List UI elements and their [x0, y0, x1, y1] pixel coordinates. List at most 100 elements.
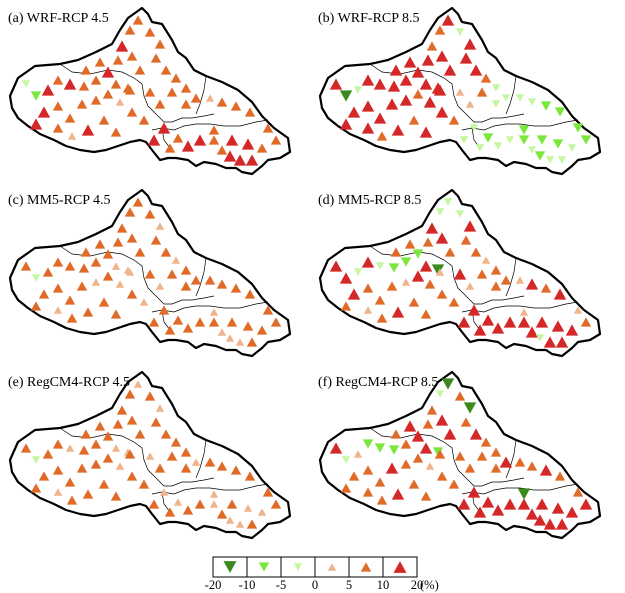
station-marker: [420, 491, 432, 501]
station-marker: [110, 491, 122, 501]
legend-symbol: [393, 561, 407, 573]
station-marker: [543, 518, 557, 530]
station-marker: [552, 139, 564, 149]
station-marker: [435, 106, 449, 118]
station-marker: [115, 462, 125, 470]
station-marker: [82, 307, 94, 317]
station-marker: [98, 479, 110, 489]
station-marker: [155, 282, 165, 290]
station-marker: [543, 336, 557, 348]
station-marker: [465, 282, 475, 290]
station-marker: [52, 439, 64, 449]
station-marker: [235, 338, 245, 346]
legend-tick-label: 20: [411, 578, 424, 592]
station-marker: [112, 237, 124, 247]
station-marker: [376, 495, 388, 505]
station-marker: [436, 471, 448, 481]
station-marker: [534, 151, 546, 161]
station-marker: [256, 143, 268, 153]
station-marker: [159, 488, 169, 496]
station-marker: [225, 516, 235, 524]
station-marker: [148, 317, 160, 327]
station-marker: [63, 78, 77, 90]
station-marker: [270, 499, 282, 509]
station-marker: [422, 419, 434, 429]
station-marker: [158, 305, 170, 315]
station-marker: [243, 504, 253, 512]
station-marker: [155, 222, 165, 230]
station-marker: [42, 449, 54, 459]
station-marker: [527, 98, 537, 106]
station-marker: [435, 232, 449, 244]
station-marker: [216, 509, 228, 519]
station-marker: [386, 281, 398, 291]
legend-tick-label: -5: [276, 578, 286, 592]
station-marker: [424, 279, 436, 289]
station-marker: [170, 73, 182, 83]
station-marker: [150, 53, 162, 63]
station-marker: [160, 429, 172, 439]
station-marker: [473, 506, 487, 518]
station-marker: [476, 269, 488, 279]
station-marker: [375, 262, 385, 270]
station-marker: [412, 453, 424, 463]
station-marker: [481, 496, 495, 508]
panel-title: (d) MM5-RCP 8.5: [318, 193, 421, 208]
station-marker: [262, 123, 274, 133]
station-marker: [64, 477, 76, 487]
station-marker: [115, 40, 129, 52]
station-marker: [426, 41, 438, 51]
station-marker: [80, 247, 92, 257]
station-marker: [459, 52, 473, 64]
station-marker: [191, 458, 201, 466]
station-marker: [138, 115, 150, 125]
station-marker: [110, 309, 122, 319]
station-marker: [216, 97, 228, 107]
station-markers: [329, 198, 592, 348]
station-marker: [194, 317, 206, 327]
station-marker: [160, 247, 172, 257]
station-marker: [463, 220, 477, 232]
station-marker: [539, 464, 553, 476]
station-marker: [125, 268, 135, 276]
station-marker: [374, 477, 386, 487]
station-marker: [444, 247, 456, 257]
station-marker: [193, 134, 207, 146]
station-marker: [132, 197, 144, 207]
station-marker: [435, 268, 445, 276]
station-marker: [244, 289, 256, 299]
station-marker: [102, 431, 114, 441]
station-marker: [166, 451, 178, 461]
station-marker: [124, 449, 136, 459]
station-marker: [38, 289, 50, 299]
station-marker: [53, 306, 63, 314]
station-marker: [111, 444, 121, 452]
station-marker: [553, 288, 567, 300]
station-marker: [469, 124, 479, 132]
station-marker: [181, 140, 195, 152]
station-marker: [154, 463, 166, 473]
station-marker: [180, 281, 192, 291]
station-marker: [225, 134, 239, 146]
station-marker: [155, 404, 165, 412]
station-marker: [499, 456, 513, 468]
station-marker: [205, 94, 215, 102]
station-marker: [180, 99, 192, 109]
station-marker: [52, 283, 64, 293]
station-marker: [29, 118, 43, 130]
station-marker: [404, 239, 416, 249]
station-marker: [144, 87, 156, 97]
station-marker: [457, 316, 471, 328]
legend-symbol: [258, 562, 270, 572]
station-marker: [454, 451, 466, 461]
station-marker: [463, 402, 477, 414]
station-marker: [411, 270, 425, 282]
station-marker: [480, 73, 492, 83]
station-marker: [180, 265, 192, 275]
station-marker: [535, 316, 549, 328]
station-marker: [225, 334, 235, 342]
station-markers: [20, 380, 282, 529]
station-marker: [147, 134, 161, 146]
station-marker: [132, 15, 144, 25]
